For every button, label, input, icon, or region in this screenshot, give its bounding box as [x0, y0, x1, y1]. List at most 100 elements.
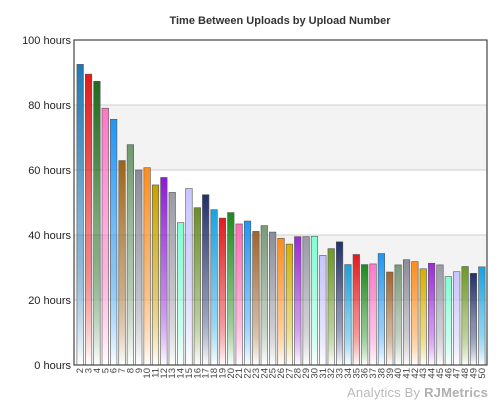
plot-band [74, 40, 487, 105]
bar [327, 248, 335, 366]
bar [93, 80, 101, 366]
x-tick-label: 50 [477, 368, 488, 379]
x-tick-label: 35 [351, 368, 362, 379]
bar [227, 212, 235, 366]
bar [294, 236, 302, 366]
bar [235, 223, 243, 366]
bar [285, 243, 293, 366]
plot-band [74, 170, 487, 235]
bar [126, 144, 134, 366]
x-axis-ticks: 2345678910111213141516171819202122232425… [75, 368, 488, 379]
bars [76, 64, 486, 366]
x-tick-label: 37 [368, 368, 379, 379]
y-tick-label: 60 hours [28, 165, 71, 177]
x-tick-label: 19 [217, 368, 228, 379]
bar [453, 271, 461, 366]
x-tick-label: 8 [125, 368, 136, 373]
bar [428, 262, 436, 366]
x-tick-label: 31 [318, 368, 329, 379]
bar [336, 241, 344, 366]
bar [218, 217, 226, 366]
x-tick-label: 15 [184, 368, 195, 379]
bar [177, 222, 185, 366]
bar [118, 160, 126, 366]
bar [377, 253, 385, 366]
x-tick-label: 33 [335, 368, 346, 379]
watermark-prefix: Analytics By [347, 385, 425, 400]
x-tick-label: 26 [276, 368, 287, 379]
bar [394, 264, 402, 366]
bar [243, 220, 252, 366]
x-tick-label: 28 [293, 368, 304, 379]
x-tick-label: 10 [142, 368, 153, 379]
chart-title: Time Between Uploads by Upload Number [169, 15, 391, 27]
x-tick-label: 34 [343, 368, 354, 379]
bar [344, 264, 352, 366]
bar [143, 167, 151, 366]
x-tick-label: 42 [410, 368, 421, 379]
x-tick-label: 18 [209, 368, 220, 379]
x-tick-label: 29 [301, 368, 312, 379]
bar [310, 236, 319, 366]
plot-bands [74, 40, 487, 365]
x-tick-label: 25 [268, 368, 279, 379]
x-tick-label: 27 [284, 368, 295, 379]
x-tick-label: 45 [435, 368, 446, 379]
bar [101, 107, 109, 366]
plot-band [74, 105, 487, 170]
bar [252, 231, 260, 366]
x-tick-label: 17 [201, 368, 212, 379]
x-tick-label: 44 [427, 368, 438, 379]
x-tick-label: 14 [176, 368, 187, 379]
bar [135, 169, 143, 366]
y-tick-label: 100 hours [22, 35, 71, 47]
bar [444, 276, 452, 366]
x-tick-label: 7 [117, 368, 128, 373]
y-tick-label: 0 hours [34, 360, 71, 372]
y-tick-label: 80 hours [28, 100, 71, 112]
bar [411, 261, 419, 366]
bar [302, 236, 310, 366]
bar [402, 259, 411, 366]
x-tick-label: 5 [100, 368, 111, 373]
x-tick-label: 47 [452, 368, 463, 379]
y-tick-label: 40 hours [28, 230, 71, 242]
x-tick-label: 13 [167, 368, 178, 379]
x-tick-label: 46 [443, 368, 454, 379]
bar [110, 119, 118, 366]
bar [210, 209, 218, 366]
bar [84, 73, 93, 366]
bar [185, 188, 193, 366]
bar [419, 268, 427, 366]
x-tick-label: 38 [376, 368, 387, 379]
x-tick-label: 30 [309, 368, 320, 379]
x-tick-label: 3 [84, 368, 95, 373]
x-tick-label: 21 [234, 368, 245, 379]
bar [202, 194, 210, 366]
x-tick-label: 49 [468, 368, 479, 379]
bar [319, 255, 327, 366]
plot-frame [73, 39, 488, 366]
bar [369, 263, 377, 366]
bar [461, 266, 469, 366]
bar [361, 264, 369, 366]
x-tick-label: 48 [460, 368, 471, 379]
x-tick-label: 6 [109, 368, 120, 373]
x-tick-label: 43 [418, 368, 429, 379]
y-axis-ticks: 0 hours 20 hours 40 hours 60 hours 80 hours 1… [22, 35, 71, 372]
x-tick-label: 24 [259, 368, 270, 379]
bar [386, 271, 394, 366]
x-tick-label: 39 [385, 368, 396, 379]
bar [151, 184, 160, 366]
x-tick-label: 9 [134, 368, 145, 373]
x-tick-label: 41 [402, 368, 413, 379]
bar [160, 177, 168, 366]
watermark: Analytics By RJMetrics [347, 385, 488, 400]
y-tick-label: 20 hours [28, 295, 71, 307]
watermark-brand: RJMetrics [424, 385, 488, 400]
bar [193, 207, 201, 366]
x-tick-label: 32 [326, 368, 337, 379]
x-tick-label: 2 [75, 368, 86, 373]
bar [168, 192, 176, 366]
